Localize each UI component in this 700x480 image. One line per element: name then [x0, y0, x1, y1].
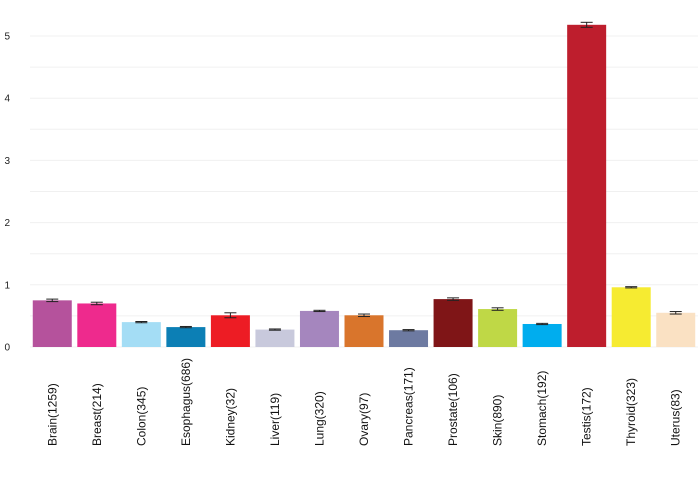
x-category-label: Uterus(83) — [669, 389, 683, 446]
bar — [389, 330, 429, 347]
y-tick-label: 2 — [4, 218, 10, 229]
x-category-label: Prostate(106) — [446, 373, 460, 446]
y-tick-label: 1 — [4, 280, 10, 291]
x-category-label: Colon(345) — [134, 387, 148, 446]
bar — [121, 322, 161, 347]
bar — [433, 299, 473, 347]
bar — [32, 300, 72, 347]
x-category-label: Testis(172) — [580, 387, 594, 446]
x-category-label: Stomach(192) — [535, 371, 549, 446]
bar — [656, 312, 696, 347]
bar — [522, 323, 562, 347]
error-bars — [46, 21, 682, 332]
x-category-label: Ovary(97) — [357, 393, 371, 446]
bar — [77, 303, 117, 347]
bar — [478, 309, 518, 347]
x-category-label: Brain(1259) — [45, 383, 59, 446]
x-category-label: Breast(214) — [90, 383, 104, 446]
x-category-label: Thyroid(323) — [624, 378, 638, 446]
bars — [32, 24, 696, 347]
bar — [210, 315, 250, 347]
x-axis-category-labels: Brain(1259) Breast(214) Colon(345) Esophagu… — [45, 358, 682, 446]
y-tick-label: 3 — [4, 156, 10, 167]
bar — [344, 315, 384, 347]
x-category-label: Liver(119) — [268, 393, 282, 446]
bar — [611, 287, 651, 347]
x-category-label: Esophagus(686) — [179, 358, 193, 446]
x-category-label: Lung(320) — [312, 391, 326, 446]
bar — [299, 310, 339, 347]
x-category-label: Kidney(32) — [223, 388, 237, 446]
y-axis-tick-labels: 0 1 2 3 4 5 — [4, 32, 10, 354]
x-category-label: Skin(890) — [491, 395, 505, 446]
bar — [567, 24, 607, 347]
x-category-label: Pancreas(171) — [402, 367, 416, 446]
y-tick-label: 5 — [4, 32, 10, 43]
y-tick-label: 0 — [4, 343, 10, 354]
bar — [255, 329, 295, 347]
y-tick-label: 4 — [4, 94, 10, 105]
bar — [166, 327, 206, 347]
